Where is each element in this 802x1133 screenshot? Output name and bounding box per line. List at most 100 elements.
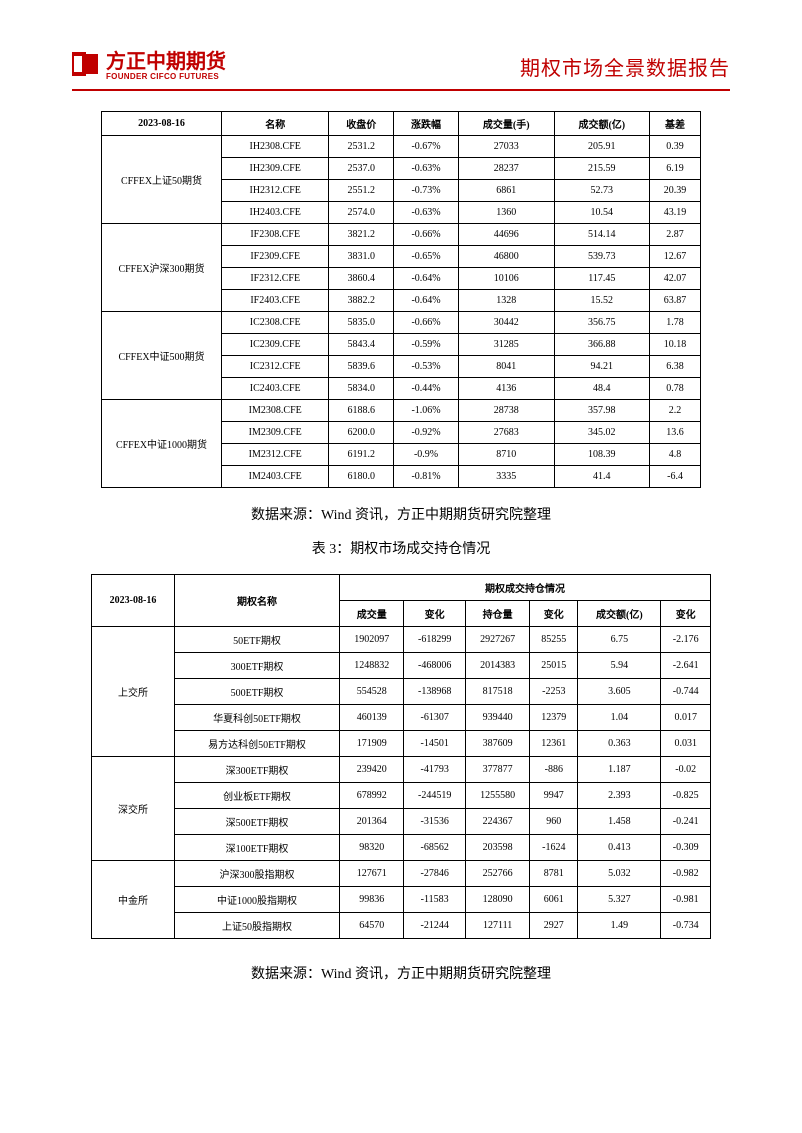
- data-cell: 6.19: [650, 158, 701, 180]
- option-name-cell: 深300ETF期权: [175, 757, 340, 783]
- data-cell: 44696: [458, 224, 554, 246]
- data-cell: 387609: [465, 731, 529, 757]
- data-cell: IF2312.CFE: [222, 268, 329, 290]
- data-cell: 98320: [340, 835, 404, 861]
- data-cell: 5.94: [578, 653, 661, 679]
- data-cell: 0.78: [650, 378, 701, 400]
- data-cell: -0.64%: [394, 268, 459, 290]
- data-cell: -0.53%: [394, 356, 459, 378]
- data-cell: 108.39: [554, 444, 650, 466]
- data-cell: 1902097: [340, 627, 404, 653]
- data-cell: -41793: [404, 757, 466, 783]
- t1-col-vol: 成交量(手): [458, 112, 554, 136]
- data-cell: 1248832: [340, 653, 404, 679]
- data-cell: -244519: [404, 783, 466, 809]
- data-cell: 99836: [340, 887, 404, 913]
- data-cell: 3.605: [578, 679, 661, 705]
- table-row: 深交所深300ETF期权239420-41793377877-8861.187-…: [92, 757, 711, 783]
- data-cell: 554528: [340, 679, 404, 705]
- data-cell: 6188.6: [329, 400, 394, 422]
- data-cell: 43.19: [650, 202, 701, 224]
- data-cell: 1328: [458, 290, 554, 312]
- data-cell: 377877: [465, 757, 529, 783]
- t2-sub-header: 成交量: [340, 601, 404, 627]
- data-cell: 2531.2: [329, 136, 394, 158]
- data-cell: 52.73: [554, 180, 650, 202]
- data-cell: 0.017: [661, 705, 711, 731]
- data-cell: 1360: [458, 202, 554, 224]
- data-cell: 127671: [340, 861, 404, 887]
- data-cell: -14501: [404, 731, 466, 757]
- data-cell: 41.4: [554, 466, 650, 488]
- data-cell: 3335: [458, 466, 554, 488]
- data-cell: 10.18: [650, 334, 701, 356]
- data-cell: 20.39: [650, 180, 701, 202]
- logo-icon: [72, 50, 100, 83]
- data-cell: 12.67: [650, 246, 701, 268]
- data-cell: -2.176: [661, 627, 711, 653]
- data-cell: -0.981: [661, 887, 711, 913]
- category-cell: CFFEX中证500期货: [102, 312, 222, 400]
- data-cell: -0.73%: [394, 180, 459, 202]
- exchange-cell: 上交所: [92, 627, 175, 757]
- data-cell: -0.44%: [394, 378, 459, 400]
- table-row: 深500ETF期权201364-315362243679601.458-0.24…: [92, 809, 711, 835]
- data-cell: -21244: [404, 913, 466, 939]
- data-cell: 12361: [530, 731, 578, 757]
- data-cell: -0.744: [661, 679, 711, 705]
- data-cell: -31536: [404, 809, 466, 835]
- data-cell: -1.06%: [394, 400, 459, 422]
- table-row: 华夏科创50ETF期权460139-61307939440123791.040.…: [92, 705, 711, 731]
- option-name-cell: 沪深300股指期权: [175, 861, 340, 887]
- option-name-cell: 中证1000股指期权: [175, 887, 340, 913]
- options-table: 2023-08-16 期权名称 期权成交持仓情况 成交量变化持仓量变化成交额(亿…: [91, 574, 711, 939]
- data-cell: 201364: [340, 809, 404, 835]
- data-cell: 5835.0: [329, 312, 394, 334]
- logo-text-en: FOUNDER CIFCO FUTURES: [106, 73, 226, 81]
- data-cell: 1255580: [465, 783, 529, 809]
- table2-source: 数据来源：Wind 资讯，方正中期期货研究院整理: [72, 963, 730, 983]
- data-cell: -0.59%: [394, 334, 459, 356]
- data-cell: 678992: [340, 783, 404, 809]
- data-cell: 0.363: [578, 731, 661, 757]
- data-cell: 30442: [458, 312, 554, 334]
- data-cell: 2.393: [578, 783, 661, 809]
- table-row: 深100ETF期权98320-68562203598-16240.413-0.3…: [92, 835, 711, 861]
- data-cell: 205.91: [554, 136, 650, 158]
- data-cell: IF2308.CFE: [222, 224, 329, 246]
- data-cell: -68562: [404, 835, 466, 861]
- data-cell: IM2308.CFE: [222, 400, 329, 422]
- table1-source: 数据来源：Wind 资讯，方正中期期货研究院整理: [72, 504, 730, 524]
- data-cell: 25015: [530, 653, 578, 679]
- data-cell: 9947: [530, 783, 578, 809]
- data-cell: -886: [530, 757, 578, 783]
- t2-name-header: 期权名称: [175, 575, 340, 627]
- data-cell: -0.64%: [394, 290, 459, 312]
- data-cell: 539.73: [554, 246, 650, 268]
- data-cell: IH2312.CFE: [222, 180, 329, 202]
- data-cell: 6200.0: [329, 422, 394, 444]
- data-cell: IM2403.CFE: [222, 466, 329, 488]
- data-cell: 1.458: [578, 809, 661, 835]
- table-row: CFFEX上证50期货IH2308.CFE2531.2-0.67%2703320…: [102, 136, 701, 158]
- data-cell: -0.02: [661, 757, 711, 783]
- option-name-cell: 深500ETF期权: [175, 809, 340, 835]
- data-cell: 2551.2: [329, 180, 394, 202]
- data-cell: 5834.0: [329, 378, 394, 400]
- data-cell: 239420: [340, 757, 404, 783]
- data-cell: 117.45: [554, 268, 650, 290]
- table-row: CFFEX中证500期货IC2308.CFE5835.0-0.66%304423…: [102, 312, 701, 334]
- page-header: 方正中期期货 FOUNDER CIFCO FUTURES 期权市场全景数据报告: [72, 50, 730, 91]
- data-cell: 366.88: [554, 334, 650, 356]
- data-cell: IH2309.CFE: [222, 158, 329, 180]
- data-cell: IH2308.CFE: [222, 136, 329, 158]
- t2-sub-header: 变化: [530, 601, 578, 627]
- data-cell: 3821.2: [329, 224, 394, 246]
- data-cell: 4136: [458, 378, 554, 400]
- logo-block: 方正中期期货 FOUNDER CIFCO FUTURES: [72, 50, 226, 83]
- table-row: 上交所50ETF期权1902097-6182992927267852556.75…: [92, 627, 711, 653]
- t2-sub-header: 持仓量: [465, 601, 529, 627]
- t2-sub-header: 成交额(亿): [578, 601, 661, 627]
- data-cell: 6191.2: [329, 444, 394, 466]
- data-cell: 6061: [530, 887, 578, 913]
